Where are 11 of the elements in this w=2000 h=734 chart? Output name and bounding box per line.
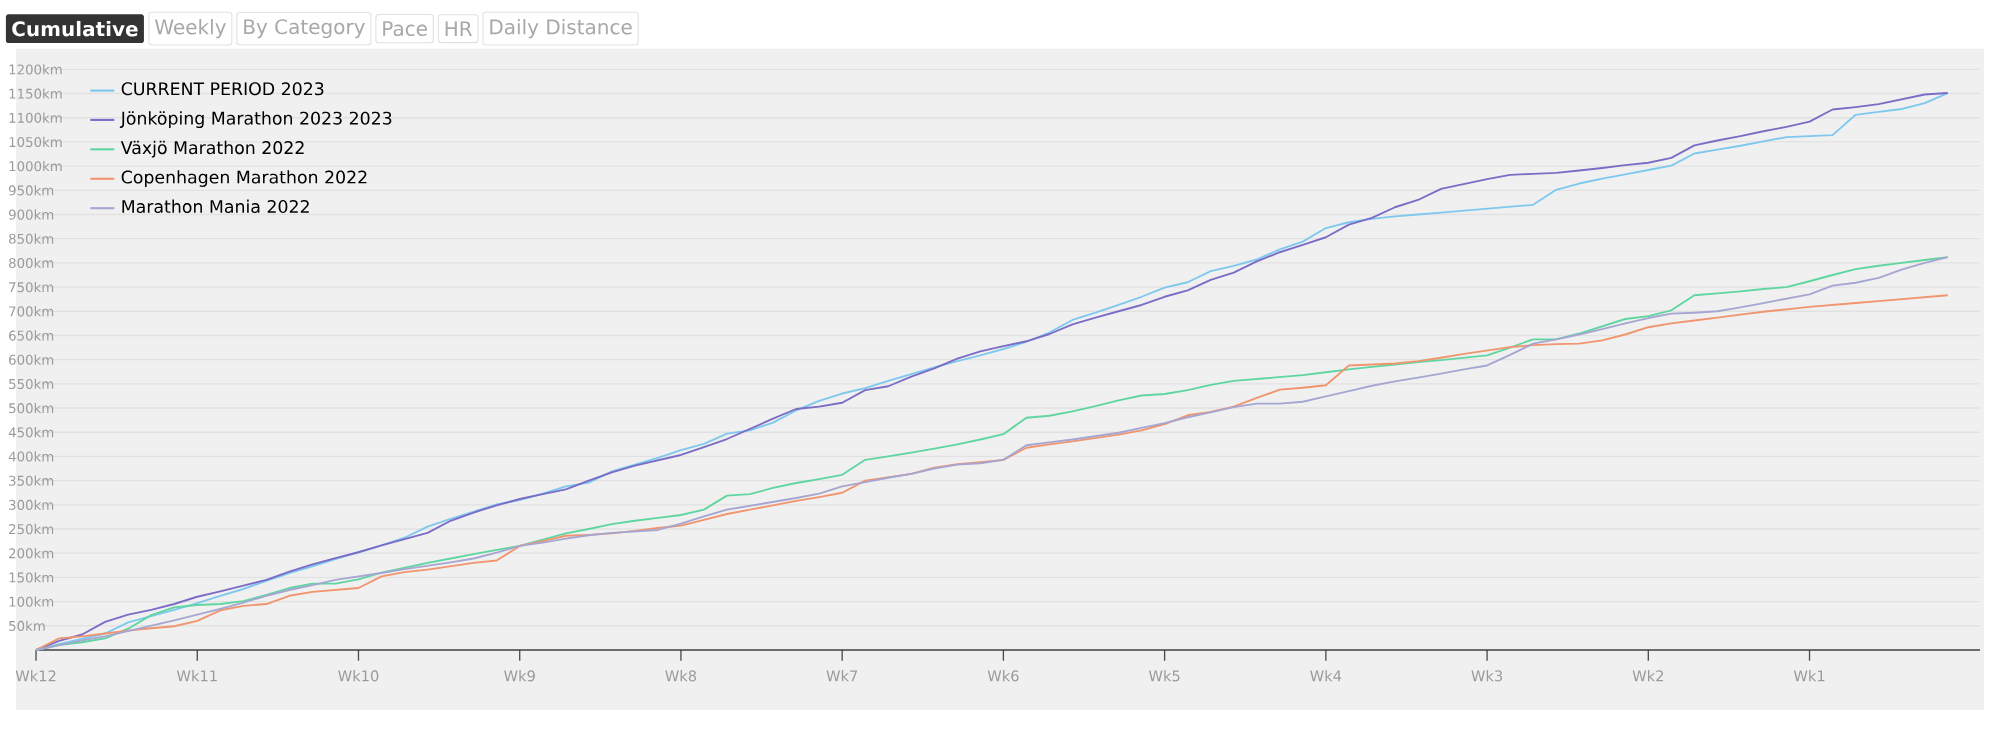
- text: HR: [445, 21, 473, 36]
- text: By Category: [244, 19, 365, 39]
- text: Cumulative: [12, 20, 138, 37]
- legend-label: Jönköping Marathon 2023 2023: [119, 111, 392, 129]
- legend-label: Marathon Mania 2022: [122, 199, 309, 214]
- text: Weekly: [155, 18, 226, 39]
- legend-label: Växjö Marathon 2022: [120, 140, 304, 158]
- legend-label: Copenhagen Marathon 2022: [121, 170, 367, 187]
- text: Pace: [383, 21, 427, 37]
- text: Daily Distance: [490, 18, 632, 39]
- legend-label: CURRENT PERIOD 2023: [121, 82, 324, 96]
